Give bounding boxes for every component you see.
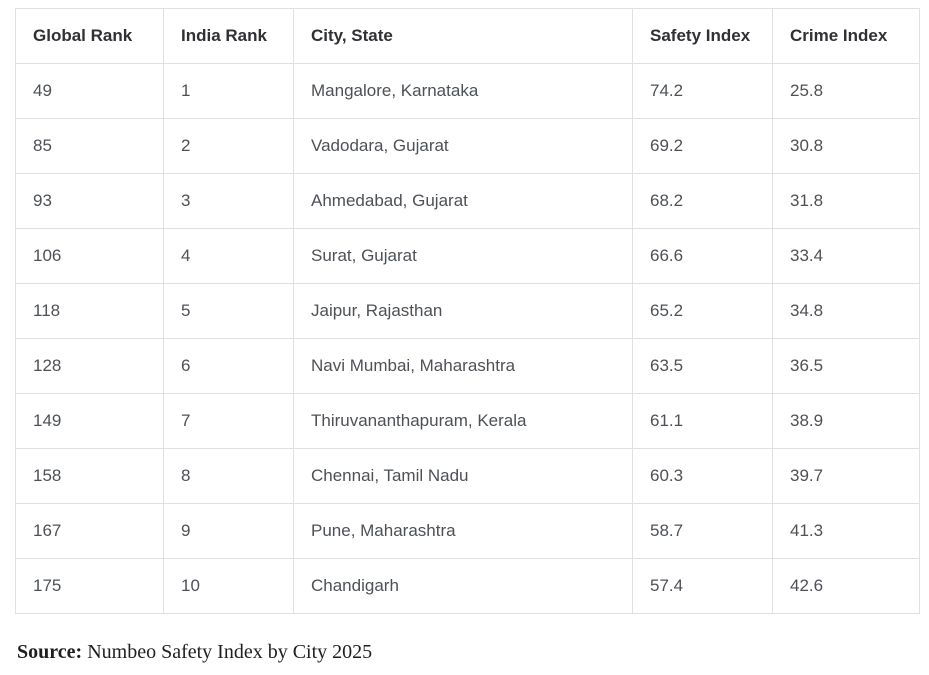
cell-global-rank: 149 bbox=[15, 393, 164, 449]
cell-city-state: Pune, Maharashtra bbox=[293, 503, 633, 559]
cell-safety-index: 63.5 bbox=[632, 338, 773, 394]
cell-safety-index: 61.1 bbox=[632, 393, 773, 449]
cell-crime-index: 31.8 bbox=[772, 173, 920, 229]
cell-crime-index: 42.6 bbox=[772, 558, 920, 614]
column-header-crime-index: Crime Index bbox=[772, 8, 920, 64]
cell-india-rank: 6 bbox=[163, 338, 294, 394]
table-header-row: Global Rank India Rank City, State Safety I… bbox=[15, 8, 920, 64]
table-row: 175 10 Chandigarh 57.4 42.6 bbox=[15, 558, 920, 614]
cell-global-rank: 175 bbox=[15, 558, 164, 614]
column-header-city-state: City, State bbox=[293, 8, 633, 64]
cell-india-rank: 2 bbox=[163, 118, 294, 174]
cell-crime-index: 38.9 bbox=[772, 393, 920, 449]
table-row: 158 8 Chennai, Tamil Nadu 60.3 39.7 bbox=[15, 448, 920, 504]
source-line: Source: Numbeo Safety Index by City 2025 bbox=[17, 641, 372, 664]
cell-crime-index: 30.8 bbox=[772, 118, 920, 174]
cell-crime-index: 41.3 bbox=[772, 503, 920, 559]
cell-global-rank: 128 bbox=[15, 338, 164, 394]
cell-india-rank: 8 bbox=[163, 448, 294, 504]
cell-crime-index: 33.4 bbox=[772, 228, 920, 284]
table-header: Global Rank India Rank City, State Safety I… bbox=[15, 8, 920, 64]
cell-crime-index: 36.5 bbox=[772, 338, 920, 394]
cell-city-state: Ahmedabad, Gujarat bbox=[293, 173, 633, 229]
table-row: 93 3 Ahmedabad, Gujarat 68.2 31.8 bbox=[15, 173, 920, 229]
cell-global-rank: 158 bbox=[15, 448, 164, 504]
column-header-safety-index: Safety Index bbox=[632, 8, 773, 64]
cell-global-rank: 93 bbox=[15, 173, 164, 229]
source-text: Numbeo Safety Index by City 2025 bbox=[82, 641, 373, 663]
cell-city-state: Thiruvananthapuram, Kerala bbox=[293, 393, 633, 449]
cell-city-state: Jaipur, Rajasthan bbox=[293, 283, 633, 339]
cell-city-state: Navi Mumbai, Maharashtra bbox=[293, 338, 633, 394]
cell-safety-index: 58.7 bbox=[632, 503, 773, 559]
cell-city-state: Vadodara, Gujarat bbox=[293, 118, 633, 174]
table-row: 149 7 Thiruvananthapuram, Kerala 61.1 38.9 bbox=[15, 393, 920, 449]
cell-safety-index: 66.6 bbox=[632, 228, 773, 284]
cell-india-rank: 7 bbox=[163, 393, 294, 449]
column-header-global-rank: Global Rank bbox=[15, 8, 164, 64]
cell-safety-index: 69.2 bbox=[632, 118, 773, 174]
column-header-india-rank: India Rank bbox=[163, 8, 294, 64]
cell-crime-index: 39.7 bbox=[772, 448, 920, 504]
cell-city-state: Surat, Gujarat bbox=[293, 228, 633, 284]
table-body: 49 1 Mangalore, Karnataka 74.2 25.8 85 2 Vadoda… bbox=[15, 63, 920, 614]
table-row: 106 4 Surat, Gujarat 66.6 33.4 bbox=[15, 228, 920, 284]
cell-india-rank: 4 bbox=[163, 228, 294, 284]
cell-global-rank: 106 bbox=[15, 228, 164, 284]
cell-crime-index: 25.8 bbox=[772, 63, 920, 119]
cell-global-rank: 49 bbox=[15, 63, 164, 119]
cell-safety-index: 60.3 bbox=[632, 448, 773, 504]
cell-global-rank: 118 bbox=[15, 283, 164, 339]
source-label: Source: bbox=[17, 641, 83, 663]
table-row: 167 9 Pune, Maharashtra 58.7 41.3 bbox=[15, 503, 920, 559]
safety-index-table: Global Rank India Rank City, State Safety I… bbox=[15, 8, 920, 614]
cell-safety-index: 68.2 bbox=[632, 173, 773, 229]
cell-crime-index: 34.8 bbox=[772, 283, 920, 339]
cell-safety-index: 65.2 bbox=[632, 283, 773, 339]
cell-safety-index: 74.2 bbox=[632, 63, 773, 119]
table-row: 118 5 Jaipur, Rajasthan 65.2 34.8 bbox=[15, 283, 920, 339]
cell-india-rank: 10 bbox=[163, 558, 294, 614]
cell-global-rank: 85 bbox=[15, 118, 164, 174]
table-row: 85 2 Vadodara, Gujarat 69.2 30.8 bbox=[15, 118, 920, 174]
cell-india-rank: 1 bbox=[163, 63, 294, 119]
cell-city-state: Chandigarh bbox=[293, 558, 633, 614]
cell-city-state: Mangalore, Karnataka bbox=[293, 63, 633, 119]
cell-safety-index: 57.4 bbox=[632, 558, 773, 614]
cell-city-state: Chennai, Tamil Nadu bbox=[293, 448, 633, 504]
table-row: 128 6 Navi Mumbai, Maharashtra 63.5 36.5 bbox=[15, 338, 920, 394]
cell-global-rank: 167 bbox=[15, 503, 164, 559]
cell-india-rank: 5 bbox=[163, 283, 294, 339]
cell-india-rank: 3 bbox=[163, 173, 294, 229]
table-row: 49 1 Mangalore, Karnataka 74.2 25.8 bbox=[15, 63, 920, 119]
cell-india-rank: 9 bbox=[163, 503, 294, 559]
